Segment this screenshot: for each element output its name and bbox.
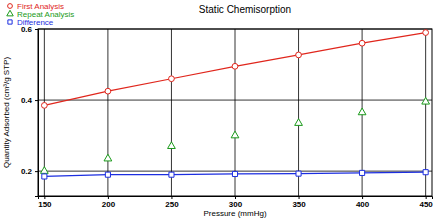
marker — [232, 63, 238, 69]
marker — [169, 172, 174, 177]
marker — [168, 142, 176, 149]
x-tick-mark — [299, 196, 300, 199]
x-tick-mark — [426, 196, 427, 199]
x-tick-mark — [44, 196, 45, 199]
series — [40, 97, 429, 173]
marker — [296, 171, 301, 176]
x-tick: 200 — [102, 196, 116, 209]
x-axis-line — [39, 197, 433, 200]
x-tick: 250 — [165, 196, 179, 209]
marker — [296, 52, 302, 58]
x-axis: 150 200 250 300 350 400 450 — [38, 196, 433, 209]
x-tick: 350 — [292, 196, 306, 209]
marker — [423, 30, 429, 36]
legend-label: Difference — [17, 18, 54, 27]
x-tick: 450 — [419, 196, 433, 209]
grid-line — [38, 100, 432, 101]
x-tick-mark — [171, 196, 172, 199]
x-tick-mark — [235, 196, 236, 199]
marker — [41, 103, 47, 109]
grid — [38, 29, 432, 196]
x-tick-label: 150 — [38, 200, 52, 209]
x-tick-label: 250 — [165, 200, 179, 209]
chart: Static Chemisorption 150 200 250 300 350 400 45… — [0, 0, 441, 218]
marker — [360, 170, 365, 175]
x-tick-label: 400 — [356, 200, 370, 209]
y-tick: 0.2 — [21, 167, 38, 176]
x-tick-mark — [362, 196, 363, 199]
legend-marker — [7, 10, 13, 16]
marker — [358, 108, 366, 115]
x-axis-title: Pressure (mmHg) — [203, 209, 266, 218]
marker — [422, 97, 430, 104]
marker — [231, 131, 239, 138]
series-line — [44, 172, 425, 176]
x-tick-label: 300 — [229, 200, 243, 209]
plot-area — [40, 30, 429, 179]
title: Static Chemisorption — [199, 4, 291, 15]
y-axis-line — [35, 30, 39, 197]
y-tick-label: 0.2 — [21, 167, 33, 176]
legend-marker — [8, 4, 13, 9]
marker — [40, 167, 48, 174]
y-tick-label: 0.4 — [21, 96, 33, 105]
marker — [104, 154, 112, 161]
marker — [359, 40, 365, 46]
x-tick-mark — [108, 196, 109, 199]
y-tick-mark — [35, 171, 38, 172]
series — [41, 30, 428, 109]
y-axis: 0.20.40.6 — [21, 25, 39, 196]
x-tick-label: 450 — [419, 200, 433, 209]
x-tick-label: 350 — [292, 200, 306, 209]
x-tick-label: 200 — [102, 200, 116, 209]
x-tick: 150 — [38, 196, 52, 209]
marker — [232, 171, 237, 176]
y-tick-mark — [35, 29, 38, 30]
marker — [42, 174, 47, 179]
y-axis-title: Quantity Adsorbed (cm³/g STP) — [2, 57, 11, 168]
marker — [423, 170, 428, 175]
marker — [105, 88, 111, 94]
y-tick-mark — [35, 100, 38, 101]
y-tick: 0.4 — [21, 96, 38, 105]
marker — [169, 76, 175, 82]
plot-frame — [38, 29, 432, 196]
marker — [295, 119, 303, 126]
x-tick: 300 — [229, 196, 243, 209]
legend-marker — [8, 20, 12, 24]
x-tick: 400 — [356, 196, 370, 209]
marker — [105, 172, 110, 177]
series-line — [44, 33, 425, 106]
legend: First AnalysisRepeat AnalysisDifference — [7, 2, 75, 27]
series — [42, 170, 428, 179]
